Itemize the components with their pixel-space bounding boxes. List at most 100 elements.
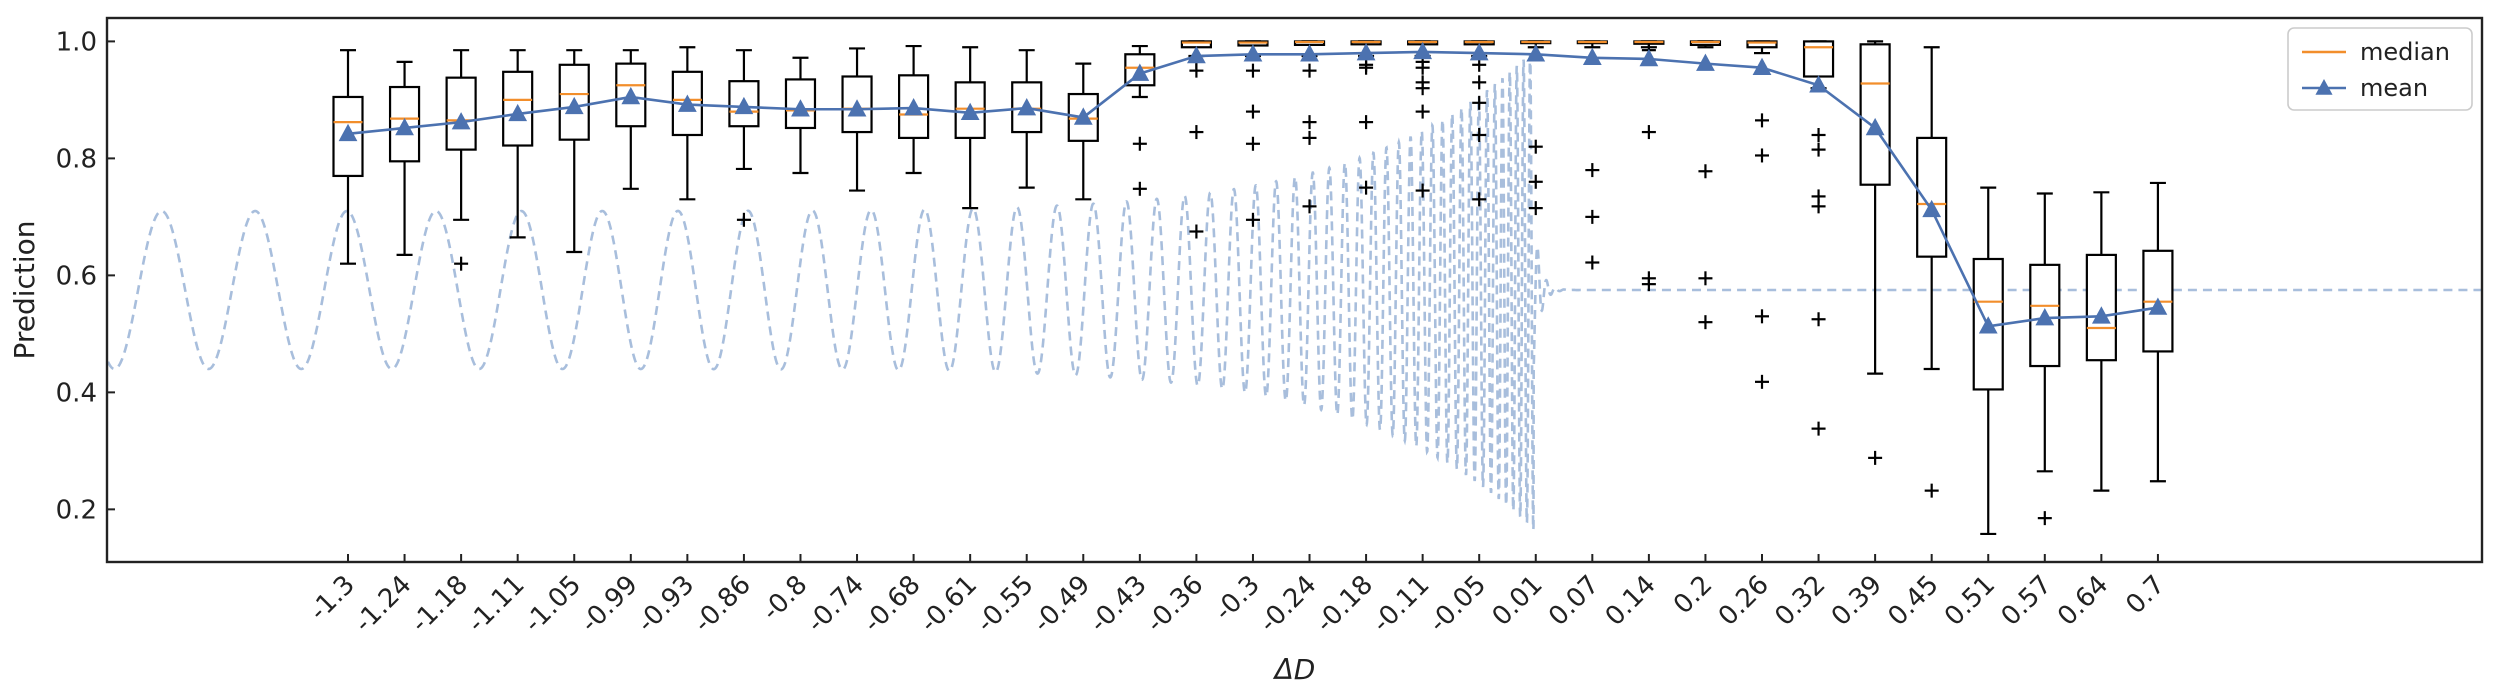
flier-marker [1359,180,1374,195]
mean-marker--0.86 [734,96,754,115]
flier-marker [1189,224,1204,239]
y-tick-label: 0.8 [56,144,97,174]
flier-marker [1641,277,1656,292]
mean-marker--0.8 [791,99,810,117]
flier-marker [1245,212,1260,227]
flier-marker [454,256,469,271]
x-tick-label: -1.24 [349,570,418,639]
flier-marker [1755,148,1769,163]
legend-mean-label: mean [2360,74,2428,102]
flier-marker [1245,63,1260,78]
x-tick-label: -0.68 [858,570,927,639]
flier-marker [1585,255,1600,270]
flier-marker [1755,113,1769,128]
mean-marker--0.18 [1356,43,1376,61]
mean-marker--0.11 [1413,41,1433,60]
flier-marker [1811,312,1826,327]
box-iqr [1746,40,1778,49]
flier-marker [1472,95,1487,110]
box--0.24 [1293,40,1326,214]
flier-marker [1415,60,1430,75]
x-tick-label: 0.45 [1882,570,1944,632]
flier-marker [1585,163,1600,178]
x-tick-label: -0.11 [1367,570,1436,639]
flier-marker [1302,115,1317,130]
flier-marker [1528,201,1543,216]
y-tick-label: 0.4 [56,378,97,408]
box-0.45 [1916,46,1948,498]
box-0.14 [1633,40,1665,292]
background-wave-layer [106,53,2481,530]
flier-marker [1755,374,1769,389]
mean-marker--0.36 [1187,45,1206,64]
box-0.57 [2029,192,2061,526]
x-tick-label: 0.26 [1713,570,1775,632]
mean-marker--1.05 [564,96,584,115]
mean-marker-0.45 [1922,199,1942,218]
flier-marker [1528,174,1543,189]
flier-marker [1415,104,1430,119]
mean-marker--0.24 [1300,44,1319,62]
x-tick-label: -0.99 [575,570,644,639]
flier-marker [1641,125,1656,140]
x-tick-label: -0.05 [1423,570,1492,639]
box--1.24 [388,60,421,257]
mean-marker-0.01 [1526,44,1546,62]
box-iqr [1859,43,1891,186]
flier-marker [1868,450,1883,465]
flier-marker [1924,483,1939,498]
box-0.64 [2085,191,2117,492]
box-0.7 [2142,181,2174,483]
box--0.61 [954,46,986,210]
flier-marker [1472,75,1487,90]
mean-marker--1.3 [338,123,358,142]
mean-marker--0.3 [1243,44,1263,62]
x-tick-label: -1.11 [462,570,531,639]
x-tick-label: 0.01 [1487,570,1549,632]
box-0.01 [1520,40,1552,216]
box-0.2 [1689,40,1722,330]
flier-marker [1698,164,1713,179]
x-tick-label: -0.61 [914,570,983,639]
mean-marker--0.05 [1469,43,1489,61]
flier-marker [1245,136,1260,151]
box--1.05 [558,49,590,254]
x-tick-label: -0.24 [1254,570,1323,639]
mean-marker--1.24 [395,117,414,136]
x-tick-label: 0.07 [1543,570,1605,632]
x-tick-label: 0.57 [1996,570,2058,632]
box-0.07 [1576,40,1608,270]
mean-marker--0.93 [677,94,697,112]
box-0.51 [1972,186,2004,536]
mean-marker--0.55 [1017,98,1037,116]
x-tick-label: 0.39 [1826,570,1888,632]
x-tick-label: -0.43 [1084,570,1153,639]
flier-marker [1302,199,1317,214]
x-tick-label: -0.86 [688,570,757,639]
flier-marker [1415,183,1430,198]
mean-marker-0.51 [1978,316,1998,334]
mean-series-layer [338,41,2168,334]
box--0.86 [728,49,760,227]
mean-marker-0.39 [1865,117,1885,136]
mean-marker--0.61 [960,102,980,121]
flier-marker [1189,125,1204,140]
legend-median-label: median [2360,38,2450,66]
box--1.18 [445,49,477,271]
x-tick-label: 0.32 [1769,570,1831,632]
x-tick-label: 0.7 [2120,570,2170,620]
mean-marker-0.26 [1752,57,1772,75]
flier-marker [1811,199,1826,214]
mean-marker--0.68 [904,98,923,116]
flier-marker [2037,511,2052,526]
x-tick-label: 0.64 [2052,570,2114,632]
x-tick-label: -0.93 [632,570,701,639]
x-axis-label: ΔD [1273,653,1316,686]
flier-marker [1811,127,1826,142]
flier-marker [736,212,751,227]
legend-mean-marker-icon [2315,79,2333,95]
box-iqr [2085,253,2117,362]
y-tick-label: 0.6 [56,261,97,291]
mean-marker-0.7 [2148,297,2168,315]
mean-marker-0.57 [2035,308,2055,326]
